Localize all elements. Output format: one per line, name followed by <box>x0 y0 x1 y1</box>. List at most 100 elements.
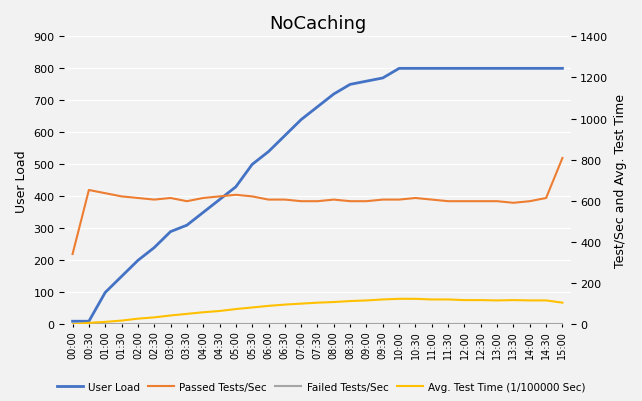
Avg. Test Time (1/100000 Sec) <box>232 307 239 312</box>
Failed Tests/Sec <box>330 322 338 327</box>
Avg. Test Time (1/100000 Sec) <box>85 321 92 326</box>
Title: NoCaching: NoCaching <box>269 15 366 33</box>
Avg. Test Time (1/100000 Sec) <box>183 312 191 316</box>
User Load <box>314 105 322 110</box>
Passed Tests/Sec <box>526 199 534 204</box>
Passed Tests/Sec <box>428 198 436 203</box>
Failed Tests/Sec <box>444 322 452 327</box>
User Load <box>232 185 239 190</box>
Failed Tests/Sec <box>526 322 534 327</box>
User Load <box>428 67 436 71</box>
User Load <box>412 67 419 71</box>
Avg. Test Time (1/100000 Sec) <box>379 297 386 302</box>
User Load <box>395 67 403 71</box>
User Load <box>265 150 272 155</box>
User Load <box>559 67 566 71</box>
Passed Tests/Sec <box>297 199 305 204</box>
Avg. Test Time (1/100000 Sec) <box>281 302 289 307</box>
Passed Tests/Sec <box>85 188 92 193</box>
User Load <box>101 290 109 295</box>
Passed Tests/Sec <box>363 199 370 204</box>
Passed Tests/Sec <box>559 156 566 161</box>
Legend: User Load, Passed Tests/Sec, Failed Tests/Sec, Avg. Test Time (1/100000 Sec): User Load, Passed Tests/Sec, Failed Test… <box>53 377 589 396</box>
Passed Tests/Sec <box>460 199 468 204</box>
Failed Tests/Sec <box>297 322 305 327</box>
User Load <box>493 67 501 71</box>
Failed Tests/Sec <box>395 322 403 327</box>
User Load <box>477 67 485 71</box>
User Load <box>248 162 256 167</box>
Failed Tests/Sec <box>265 322 272 327</box>
User Load <box>510 67 517 71</box>
Passed Tests/Sec <box>101 191 109 196</box>
Failed Tests/Sec <box>150 322 158 327</box>
Avg. Test Time (1/100000 Sec) <box>444 297 452 302</box>
Y-axis label: Test/Sec and Avg. Test Time: Test/Sec and Avg. Test Time <box>614 94 627 268</box>
Passed Tests/Sec <box>346 199 354 204</box>
Failed Tests/Sec <box>412 322 419 327</box>
Failed Tests/Sec <box>216 322 223 327</box>
Passed Tests/Sec <box>183 199 191 204</box>
User Load <box>167 230 175 235</box>
Avg. Test Time (1/100000 Sec) <box>477 298 485 303</box>
Passed Tests/Sec <box>248 194 256 199</box>
Avg. Test Time (1/100000 Sec) <box>460 298 468 303</box>
Line: Passed Tests/Sec: Passed Tests/Sec <box>73 158 562 254</box>
Avg. Test Time (1/100000 Sec) <box>395 297 403 302</box>
User Load <box>69 319 76 324</box>
User Load <box>200 211 207 215</box>
Failed Tests/Sec <box>346 322 354 327</box>
User Load <box>444 67 452 71</box>
Y-axis label: User Load: User Load <box>15 150 28 212</box>
Failed Tests/Sec <box>85 322 92 327</box>
User Load <box>297 118 305 123</box>
Avg. Test Time (1/100000 Sec) <box>542 298 550 303</box>
Passed Tests/Sec <box>167 196 175 201</box>
Avg. Test Time (1/100000 Sec) <box>510 298 517 303</box>
Avg. Test Time (1/100000 Sec) <box>297 302 305 306</box>
Passed Tests/Sec <box>477 199 485 204</box>
Failed Tests/Sec <box>117 322 125 327</box>
Failed Tests/Sec <box>101 322 109 327</box>
User Load <box>330 92 338 97</box>
User Load <box>542 67 550 71</box>
Passed Tests/Sec <box>69 252 76 257</box>
Passed Tests/Sec <box>542 196 550 201</box>
Avg. Test Time (1/100000 Sec) <box>248 305 256 310</box>
Passed Tests/Sec <box>265 198 272 203</box>
Failed Tests/Sec <box>542 322 550 327</box>
User Load <box>526 67 534 71</box>
Failed Tests/Sec <box>183 322 191 327</box>
Avg. Test Time (1/100000 Sec) <box>69 322 76 327</box>
Avg. Test Time (1/100000 Sec) <box>101 320 109 324</box>
Failed Tests/Sec <box>477 322 485 327</box>
Failed Tests/Sec <box>248 322 256 327</box>
Passed Tests/Sec <box>117 194 125 199</box>
Passed Tests/Sec <box>134 196 142 201</box>
Failed Tests/Sec <box>460 322 468 327</box>
Passed Tests/Sec <box>444 199 452 204</box>
Failed Tests/Sec <box>314 322 322 327</box>
Avg. Test Time (1/100000 Sec) <box>265 304 272 308</box>
Passed Tests/Sec <box>510 201 517 206</box>
Avg. Test Time (1/100000 Sec) <box>216 309 223 314</box>
User Load <box>281 134 289 139</box>
Passed Tests/Sec <box>232 193 239 198</box>
Failed Tests/Sec <box>134 322 142 327</box>
Failed Tests/Sec <box>363 322 370 327</box>
Avg. Test Time (1/100000 Sec) <box>150 315 158 320</box>
Avg. Test Time (1/100000 Sec) <box>346 299 354 304</box>
User Load <box>183 223 191 228</box>
Failed Tests/Sec <box>493 322 501 327</box>
Passed Tests/Sec <box>281 198 289 203</box>
Failed Tests/Sec <box>428 322 436 327</box>
Passed Tests/Sec <box>395 198 403 203</box>
Avg. Test Time (1/100000 Sec) <box>428 297 436 302</box>
Avg. Test Time (1/100000 Sec) <box>134 316 142 321</box>
Avg. Test Time (1/100000 Sec) <box>167 313 175 318</box>
User Load <box>134 258 142 263</box>
Passed Tests/Sec <box>379 198 386 203</box>
Avg. Test Time (1/100000 Sec) <box>117 318 125 323</box>
User Load <box>460 67 468 71</box>
User Load <box>379 76 386 81</box>
